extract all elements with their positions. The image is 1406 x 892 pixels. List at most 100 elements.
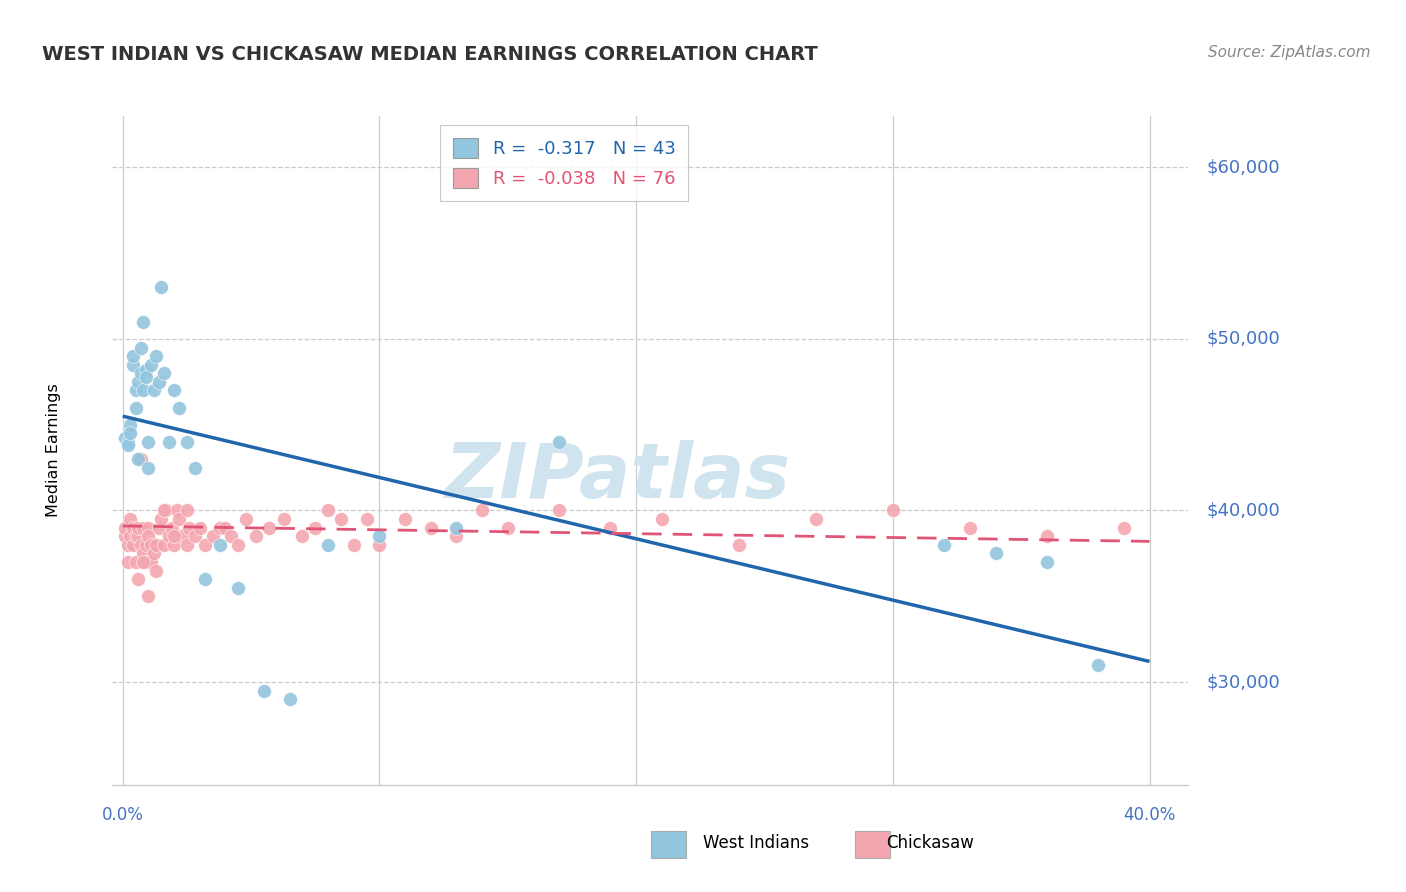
Point bbox=[122, 538, 145, 552]
Point bbox=[120, 512, 142, 526]
Point bbox=[183, 529, 205, 543]
Point bbox=[117, 434, 139, 449]
Point bbox=[446, 529, 468, 543]
Point bbox=[316, 503, 339, 517]
Point bbox=[160, 521, 183, 535]
Point bbox=[150, 512, 173, 526]
Point bbox=[153, 538, 176, 552]
Point bbox=[651, 512, 673, 526]
Point bbox=[129, 341, 152, 355]
Point bbox=[167, 401, 190, 415]
Point bbox=[201, 529, 224, 543]
Point bbox=[166, 503, 188, 517]
Point bbox=[209, 538, 232, 552]
Text: West Indians: West Indians bbox=[703, 834, 808, 852]
Point bbox=[114, 529, 136, 543]
Point bbox=[179, 521, 201, 535]
Point bbox=[157, 529, 180, 543]
Point bbox=[934, 538, 956, 552]
Point bbox=[214, 521, 236, 535]
Point bbox=[129, 452, 152, 467]
Point bbox=[273, 512, 295, 526]
Point bbox=[1112, 521, 1135, 535]
Point bbox=[183, 460, 205, 475]
Point bbox=[124, 529, 146, 543]
Point bbox=[114, 521, 136, 535]
Point bbox=[139, 538, 162, 552]
Point bbox=[219, 529, 242, 543]
Point bbox=[984, 546, 1007, 560]
Text: WEST INDIAN VS CHICKASAW MEDIAN EARNINGS CORRELATION CHART: WEST INDIAN VS CHICKASAW MEDIAN EARNINGS… bbox=[42, 45, 818, 63]
Point bbox=[157, 434, 180, 449]
Point bbox=[188, 521, 211, 535]
Point bbox=[138, 521, 160, 535]
Point bbox=[548, 503, 571, 517]
Point bbox=[124, 555, 146, 569]
Point bbox=[138, 460, 160, 475]
Point bbox=[117, 538, 139, 552]
Point bbox=[132, 315, 155, 329]
Point bbox=[129, 366, 152, 380]
Point bbox=[176, 503, 198, 517]
Text: 40.0%: 40.0% bbox=[1123, 805, 1175, 823]
Point bbox=[194, 538, 217, 552]
Point bbox=[278, 692, 301, 706]
Point bbox=[132, 521, 155, 535]
Point bbox=[142, 384, 165, 398]
Point bbox=[1036, 529, 1059, 543]
Point bbox=[145, 564, 167, 578]
Point bbox=[1036, 555, 1059, 569]
Text: $40,000: $40,000 bbox=[1206, 501, 1279, 519]
Point bbox=[209, 521, 232, 535]
Point bbox=[145, 538, 167, 552]
Point bbox=[394, 512, 416, 526]
Point bbox=[959, 521, 981, 535]
Point bbox=[127, 521, 149, 535]
Legend: R =  -0.317   N = 43, R =  -0.038   N = 76: R = -0.317 N = 43, R = -0.038 N = 76 bbox=[440, 125, 688, 201]
Point bbox=[163, 538, 186, 552]
Point bbox=[1087, 657, 1109, 672]
Point bbox=[471, 503, 494, 517]
Point bbox=[446, 521, 468, 535]
Point bbox=[122, 358, 145, 372]
Point bbox=[235, 512, 257, 526]
Point bbox=[163, 384, 186, 398]
Point bbox=[368, 529, 391, 543]
Point bbox=[139, 358, 162, 372]
Point bbox=[120, 426, 142, 441]
Point bbox=[153, 366, 176, 380]
Point bbox=[135, 538, 157, 552]
Text: ZIPatlas: ZIPatlas bbox=[446, 441, 792, 514]
Point bbox=[155, 503, 177, 517]
Point bbox=[117, 438, 139, 452]
Point bbox=[176, 538, 198, 552]
Point bbox=[343, 538, 366, 552]
Point bbox=[138, 434, 160, 449]
Point bbox=[727, 538, 749, 552]
Point bbox=[132, 555, 155, 569]
Point bbox=[167, 512, 190, 526]
Text: $60,000: $60,000 bbox=[1206, 159, 1279, 177]
Point bbox=[127, 452, 149, 467]
Point bbox=[329, 512, 352, 526]
Point bbox=[132, 384, 155, 398]
Point bbox=[253, 683, 276, 698]
Point bbox=[496, 521, 519, 535]
Point bbox=[804, 512, 827, 526]
Point bbox=[127, 375, 149, 389]
Point bbox=[226, 581, 249, 595]
Point bbox=[127, 529, 149, 543]
Point bbox=[599, 521, 621, 535]
Point bbox=[120, 529, 142, 543]
Point bbox=[150, 280, 173, 294]
Point bbox=[368, 538, 391, 552]
Point bbox=[304, 521, 326, 535]
Point bbox=[291, 529, 314, 543]
Text: 0.0%: 0.0% bbox=[101, 805, 143, 823]
Point bbox=[122, 349, 145, 363]
Point bbox=[148, 521, 170, 535]
Point bbox=[139, 555, 162, 569]
Point bbox=[316, 538, 339, 552]
Point bbox=[138, 529, 160, 543]
Point bbox=[176, 434, 198, 449]
